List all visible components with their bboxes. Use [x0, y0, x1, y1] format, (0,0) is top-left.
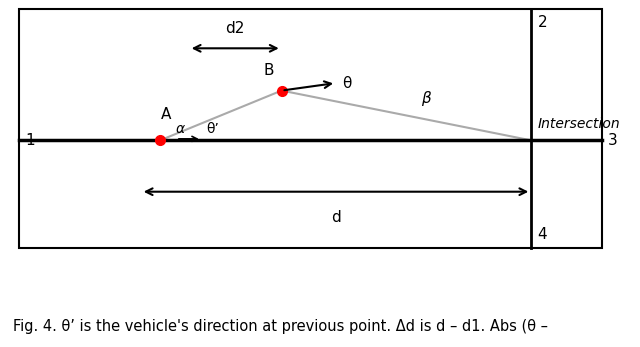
- Text: β: β: [420, 91, 431, 107]
- Text: d: d: [331, 210, 341, 225]
- Text: B: B: [264, 64, 274, 78]
- Text: θ’: θ’: [206, 122, 219, 136]
- Text: 2: 2: [538, 15, 547, 30]
- Text: Fig. 4. θ’ is the vehicle's direction at previous point. Δd is d – d1. Abs (θ –: Fig. 4. θ’ is the vehicle's direction at…: [13, 319, 548, 334]
- Text: d2: d2: [225, 21, 245, 36]
- Text: A: A: [161, 107, 172, 122]
- Text: 4: 4: [538, 227, 547, 242]
- Text: α: α: [176, 122, 185, 136]
- Text: 3: 3: [608, 133, 618, 148]
- Text: 1: 1: [26, 133, 35, 148]
- Text: θ: θ: [342, 76, 352, 91]
- Text: Intersection: Intersection: [538, 117, 620, 131]
- Bar: [19, 9, 602, 247]
